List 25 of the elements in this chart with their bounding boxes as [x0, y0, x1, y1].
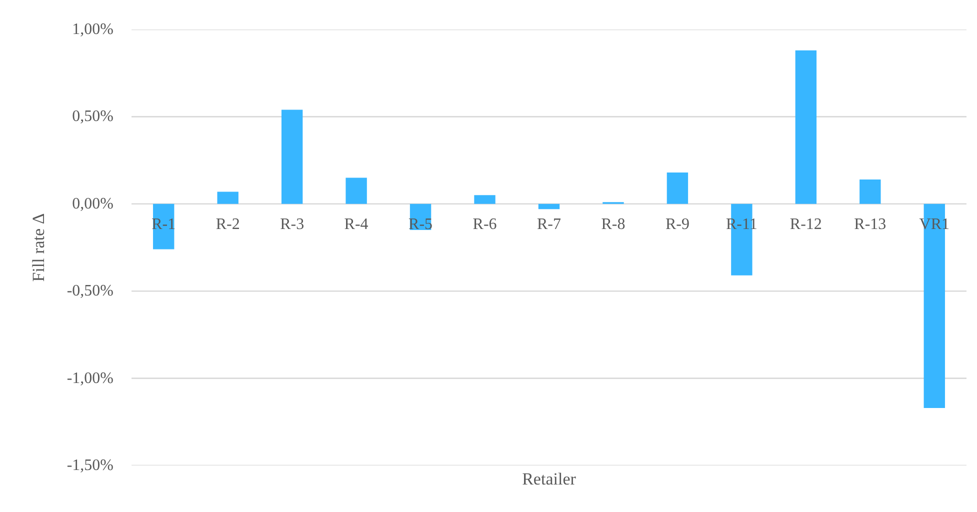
y-tick-label: 0,00%: [72, 195, 114, 212]
y-axis-title: Fill rate Δ: [28, 213, 48, 282]
bar: [860, 179, 881, 204]
x-tick-label: R-4: [344, 216, 368, 233]
bar: [217, 192, 238, 204]
bar: [474, 195, 496, 204]
x-tick-label: R-3: [280, 216, 304, 233]
x-tick-label: R-9: [665, 216, 690, 233]
x-tick-label: R-7: [537, 216, 561, 233]
bar: [795, 50, 817, 204]
y-tick-label: -0,50%: [66, 282, 114, 300]
x-tick-label: R-8: [601, 216, 626, 233]
x-tick-label: R-6: [472, 216, 497, 233]
x-axis-title: Retailer: [522, 470, 576, 488]
x-tick-label: R-12: [790, 216, 822, 233]
x-tick-label: R-13: [854, 216, 886, 233]
bar: [666, 172, 688, 204]
y-tick-label: -1,50%: [66, 457, 114, 474]
x-tick-label: R-2: [216, 216, 240, 233]
bar: [346, 178, 367, 204]
bar: [538, 204, 560, 210]
bar: [281, 110, 303, 204]
y-tick-label: 1,00%: [72, 21, 114, 38]
y-tick-label: -1,00%: [66, 370, 114, 387]
y-tick-label: 0,50%: [72, 108, 114, 126]
